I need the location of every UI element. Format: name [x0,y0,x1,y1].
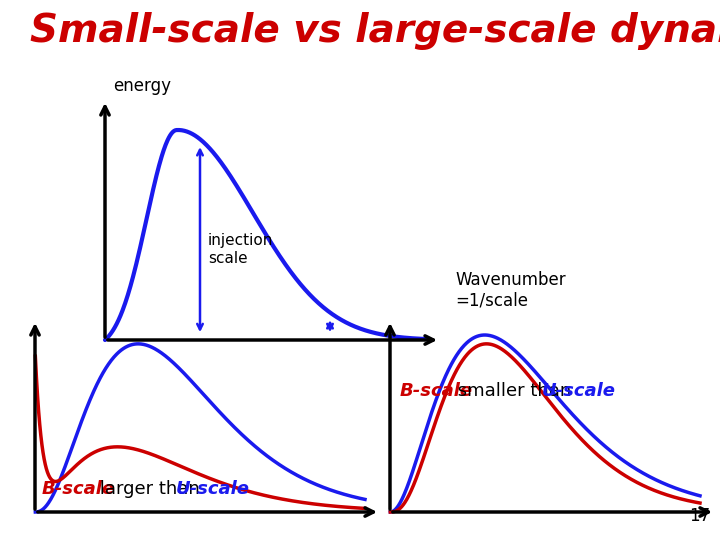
Text: larger than: larger than [94,480,205,498]
Text: B-scale: B-scale [400,382,473,400]
Text: Wavenumber
=1/scale: Wavenumber =1/scale [455,271,566,309]
Text: energy: energy [113,77,171,95]
Text: U-scale: U-scale [176,480,250,498]
Text: Small-scale vs large-scale dynamos: Small-scale vs large-scale dynamos [30,12,720,50]
Text: smaller than: smaller than [452,382,577,400]
Text: B-scale: B-scale [42,480,115,498]
Text: U-scale: U-scale [542,382,616,400]
Text: 17: 17 [689,507,710,525]
Text: injection
scale: injection scale [208,233,274,266]
